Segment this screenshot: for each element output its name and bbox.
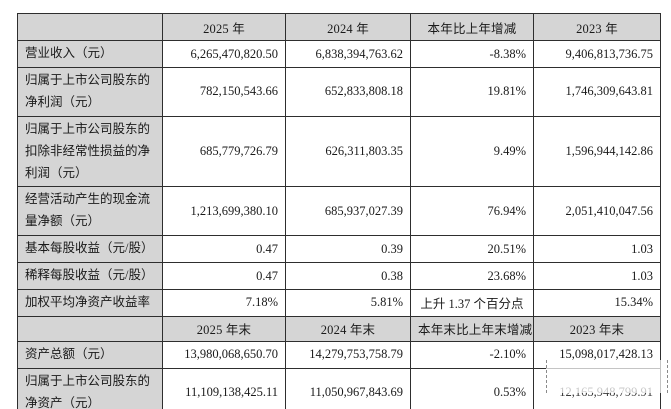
table-row-total-assets: 资产总额（元） 13,980,068,650.70 14,279,753,758… (17, 340, 661, 369)
value-change: -2.10% (410, 340, 534, 369)
table-row-operating-revenue: 营业收入（元） 6,265,470,820.50 6,838,394,763.6… (17, 40, 661, 68)
value-2024: 685,937,027.39 (285, 186, 411, 237)
value-2023: 12,165,948,799.91 (533, 367, 661, 409)
header-2025-end: 2025 年末 (162, 315, 286, 342)
table-row-operating-cash-flow: 经营活动产生的现金流量净额（元） 1,213,699,380.10 685,93… (17, 186, 661, 237)
value-change: 19.81% (410, 67, 534, 117)
table-row-net-assets: 归属于上市公司股东的净资产（元） 11,109,138,425.11 11,05… (17, 367, 661, 409)
row-label: 归属于上市公司股东的净利润（元） (17, 67, 163, 117)
value-change: 23.68% (410, 262, 534, 290)
value-change: 20.51% (410, 235, 534, 263)
value-2023: 9,406,813,736.75 (533, 40, 661, 68)
row-label: 资产总额（元） (17, 340, 163, 369)
financial-summary-table: 2025 年 2024 年 本年比上年增减 2023 年 营业收入（元） 6,2… (17, 13, 661, 409)
header-end-change: 本年末比上年末增减 (410, 315, 534, 342)
value-2025: 1,213,699,380.10 (162, 186, 286, 237)
table-row-weighted-avg-roe: 加权平均净资产收益率 7.18% 5.81% 上升 1.37 个百分点 15.3… (17, 289, 661, 317)
blank-corner-cell (17, 13, 163, 41)
value-2023: 1,746,309,643.81 (533, 67, 661, 117)
blank-corner-cell (17, 315, 163, 342)
row-label: 加权平均净资产收益率 (17, 289, 163, 317)
value-change: 0.53% (410, 367, 534, 409)
table-row-basic-eps: 基本每股收益（元/股） 0.47 0.39 20.51% 1.03 (17, 235, 661, 263)
value-change: -8.38% (410, 40, 534, 68)
value-2025: 0.47 (162, 235, 286, 263)
value-2025: 13,980,068,650.70 (162, 340, 286, 369)
value-2023: 15.34% (533, 289, 661, 317)
value-change: 上升 1.37 个百分点 (410, 289, 534, 317)
value-2023: 1.03 (533, 235, 661, 263)
value-2025: 11,109,138,425.11 (162, 367, 286, 409)
header-2024-end: 2024 年末 (285, 315, 411, 342)
row-label: 归属于上市公司股东的扣除非经常性损益的净利润（元） (17, 115, 163, 188)
header-2025: 2025 年 (162, 13, 286, 41)
row-label: 稀释每股收益（元/股） (17, 262, 163, 290)
header-2023-end: 2023 年末 (533, 315, 661, 342)
header-2023: 2023 年 (533, 13, 661, 41)
value-2024: 11,050,967,843.69 (285, 367, 411, 409)
row-label: 营业收入（元） (17, 40, 163, 68)
value-2024: 14,279,753,758.79 (285, 340, 411, 369)
value-2024: 0.39 (285, 235, 411, 263)
value-2025: 6,265,470,820.50 (162, 40, 286, 68)
value-2023: 1.03 (533, 262, 661, 290)
value-2024: 626,311,803.35 (285, 115, 411, 188)
row-label: 经营活动产生的现金流量净额（元） (17, 186, 163, 237)
table-row-diluted-eps: 稀释每股收益（元/股） 0.47 0.38 23.68% 1.03 (17, 262, 661, 290)
value-2025: 7.18% (162, 289, 286, 317)
value-2025: 0.47 (162, 262, 286, 290)
table-row-net-profit-deduct-nonrecurring: 归属于上市公司股东的扣除非经常性损益的净利润（元） 685,779,726.79… (17, 115, 661, 188)
value-2024: 0.38 (285, 262, 411, 290)
value-2023: 1,596,944,142.86 (533, 115, 661, 188)
value-2023: 15,098,017,428.13 (533, 340, 661, 369)
value-2025: 685,779,726.79 (162, 115, 286, 188)
value-change: 9.49% (410, 115, 534, 188)
row-label: 归属于上市公司股东的净资产（元） (17, 367, 163, 409)
value-2024: 652,833,808.18 (285, 67, 411, 117)
row-label: 基本每股收益（元/股） (17, 235, 163, 263)
period-end-header-row: 2025 年末 2024 年末 本年末比上年末增减 2023 年末 (17, 315, 661, 342)
value-2024: 5.81% (285, 289, 411, 317)
annual-header-row: 2025 年 2024 年 本年比上年增减 2023 年 (17, 13, 661, 41)
value-change: 76.94% (410, 186, 534, 237)
header-2024: 2024 年 (285, 13, 411, 41)
value-2024: 6,838,394,763.62 (285, 40, 411, 68)
value-2025: 782,150,543.66 (162, 67, 286, 117)
table-row-net-profit: 归属于上市公司股东的净利润（元） 782,150,543.66 652,833,… (17, 67, 661, 117)
value-2023: 2,051,410,047.56 (533, 186, 661, 237)
header-yoy-change: 本年比上年增减 (410, 13, 534, 41)
